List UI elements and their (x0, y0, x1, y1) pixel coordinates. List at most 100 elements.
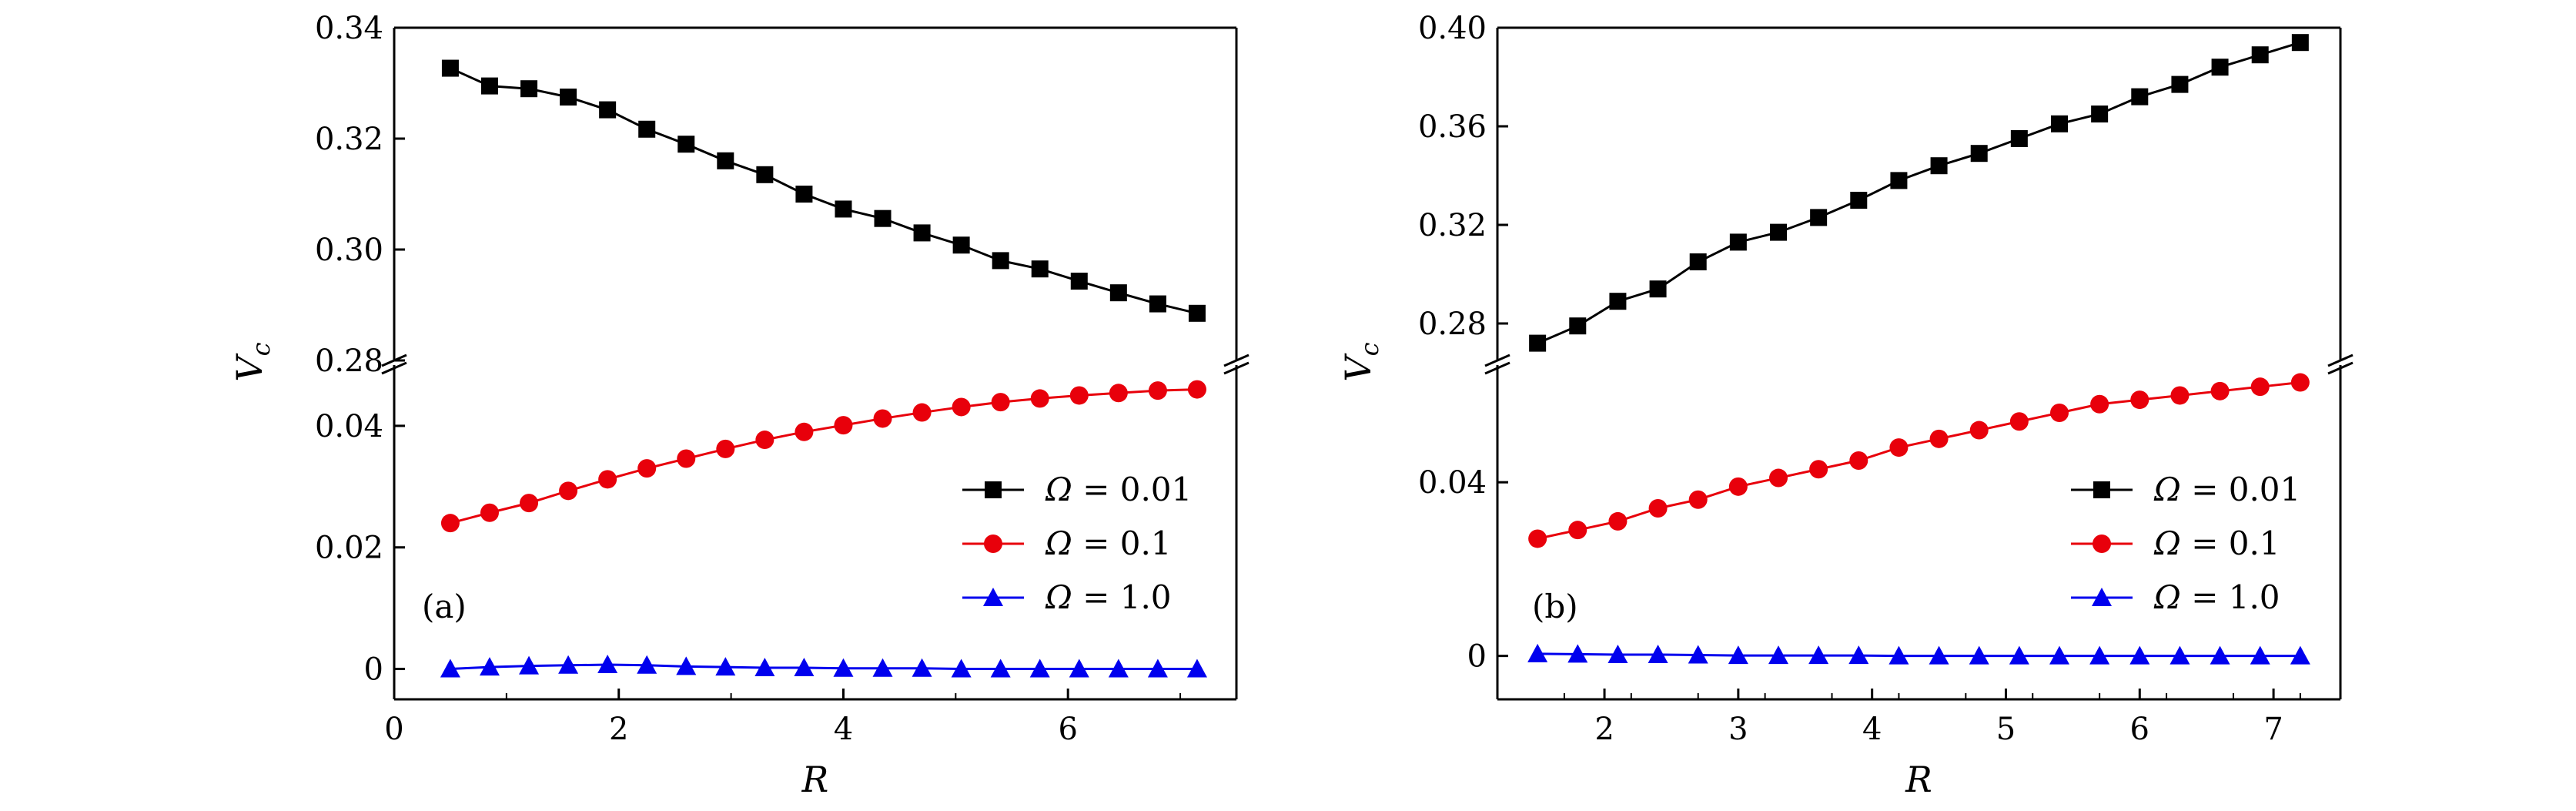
y-axis-title: Vc (1337, 342, 1384, 381)
data-point-series-1 (755, 431, 774, 450)
y-axis-title-subscript: c (246, 342, 276, 356)
data-point-series-1 (1069, 386, 1089, 405)
axis-break-mark-right (2327, 361, 2354, 375)
x-tick-label: 7 (2263, 712, 2283, 747)
data-point-series-1 (1030, 389, 1049, 408)
data-point-series-2 (951, 659, 972, 678)
data-point-series-1 (1608, 511, 1628, 531)
data-point-series-0 (1770, 223, 1787, 241)
data-point-series-2 (558, 655, 579, 674)
data-point-series-0 (480, 77, 498, 95)
data-point-series-2 (2290, 645, 2310, 665)
legend-label: Ω = 0.01 (1045, 471, 1192, 508)
data-point-series-1 (1728, 477, 1748, 496)
data-point-series-2 (597, 655, 618, 674)
series-line-2 (1537, 652, 2300, 658)
data-point-series-1 (873, 409, 892, 428)
data-point-series-0 (1649, 280, 1667, 298)
legend-symbol: Ω (2153, 578, 2191, 616)
data-point-series-0 (952, 236, 970, 254)
legend-value: = 1.0 (2191, 578, 2280, 616)
data-point-series-2 (754, 657, 775, 676)
panel-label: (b) (1532, 588, 1578, 625)
data-point-series-2 (2009, 645, 2029, 665)
data-point-series-1 (598, 470, 617, 489)
data-point-series-2 (1929, 645, 1949, 665)
data-point-series-2 (794, 657, 815, 676)
y-tick-label: 0.40 (1418, 11, 1487, 46)
data-point-series-0 (2131, 88, 2149, 106)
data-point-series-0 (2251, 46, 2269, 64)
data-point-series-0 (1890, 172, 1908, 189)
data-point-series-1 (1929, 429, 1949, 448)
data-point-series-0 (2010, 130, 2028, 147)
data-point-series-0 (1149, 295, 1166, 313)
legend-symbol: Ω (1045, 524, 1082, 562)
data-point-series-0 (1810, 209, 1828, 226)
data-point-series-2 (715, 657, 736, 676)
data-point-series-2 (1567, 644, 1588, 663)
data-point-series-0 (717, 152, 734, 169)
data-point-series-1 (1148, 381, 1167, 400)
data-point-series-1 (2210, 381, 2230, 400)
data-point-series-0 (1569, 317, 1587, 335)
x-tick-label: 0 (384, 712, 403, 747)
legend-label: Ω = 1.0 (1045, 578, 1172, 616)
data-point-series-2 (1808, 645, 1829, 665)
y-axis-title-main: V (229, 353, 270, 382)
data-point-series-0 (1529, 334, 1547, 352)
data-point-series-2 (479, 657, 500, 676)
data-point-series-0 (1031, 260, 1049, 278)
y-axis-title-main: V (1337, 353, 1379, 382)
data-point-series-0 (1109, 284, 1127, 302)
legend-marker (984, 535, 1002, 553)
data-point-series-1 (834, 416, 853, 435)
data-point-series-2 (1688, 645, 1708, 664)
data-point-series-1 (2290, 373, 2310, 392)
data-point-series-2 (1848, 645, 1869, 665)
y-tick-label: 0.04 (1418, 465, 1487, 501)
y-tick-label: 0.34 (315, 11, 383, 46)
data-point-series-1 (1969, 421, 1989, 440)
data-point-series-1 (2090, 394, 2109, 414)
data-point-series-0 (441, 59, 459, 77)
data-point-series-1 (520, 494, 539, 513)
data-point-series-0 (1188, 304, 1206, 322)
data-point-series-0 (677, 136, 695, 153)
axis-break-mark-left (1484, 354, 1510, 367)
data-point-series-0 (2091, 106, 2109, 122)
legend-label: Ω = 0.1 (1045, 524, 1172, 562)
y-tick-label: 0.02 (315, 531, 383, 566)
data-point-series-0 (1850, 192, 1868, 209)
data-point-series-2 (1768, 645, 1788, 665)
data-point-series-1 (1568, 521, 1587, 540)
data-point-series-1 (559, 481, 578, 501)
data-point-series-1 (1688, 490, 1708, 509)
axis-break-mark-right (2327, 354, 2354, 367)
data-point-series-2 (2210, 645, 2230, 665)
data-point-series-2 (1648, 644, 1668, 663)
data-point-series-1 (716, 439, 735, 458)
data-point-series-2 (1108, 659, 1129, 678)
y-tick-label: 0 (364, 652, 383, 688)
data-point-series-2 (2170, 645, 2190, 665)
data-point-series-0 (2171, 75, 2189, 93)
data-point-series-0 (835, 200, 852, 218)
legend-marker (2093, 535, 2111, 553)
y-tick-label: 0.04 (315, 409, 383, 444)
data-point-series-2 (1889, 645, 1909, 665)
data-point-series-0 (520, 80, 538, 98)
data-point-series-0 (795, 186, 813, 203)
data-point-series-0 (756, 166, 774, 183)
x-tick-label: 6 (1058, 712, 1077, 747)
legend-symbol: Ω (2153, 471, 2191, 508)
data-point-series-2 (990, 659, 1011, 678)
y-axis-title-subscript: c (1355, 342, 1384, 356)
data-point-series-2 (676, 656, 697, 675)
data-point-series-1 (440, 514, 460, 533)
data-point-series-0 (1070, 273, 1088, 290)
data-point-series-1 (795, 422, 814, 441)
data-point-series-1 (1528, 529, 1547, 548)
